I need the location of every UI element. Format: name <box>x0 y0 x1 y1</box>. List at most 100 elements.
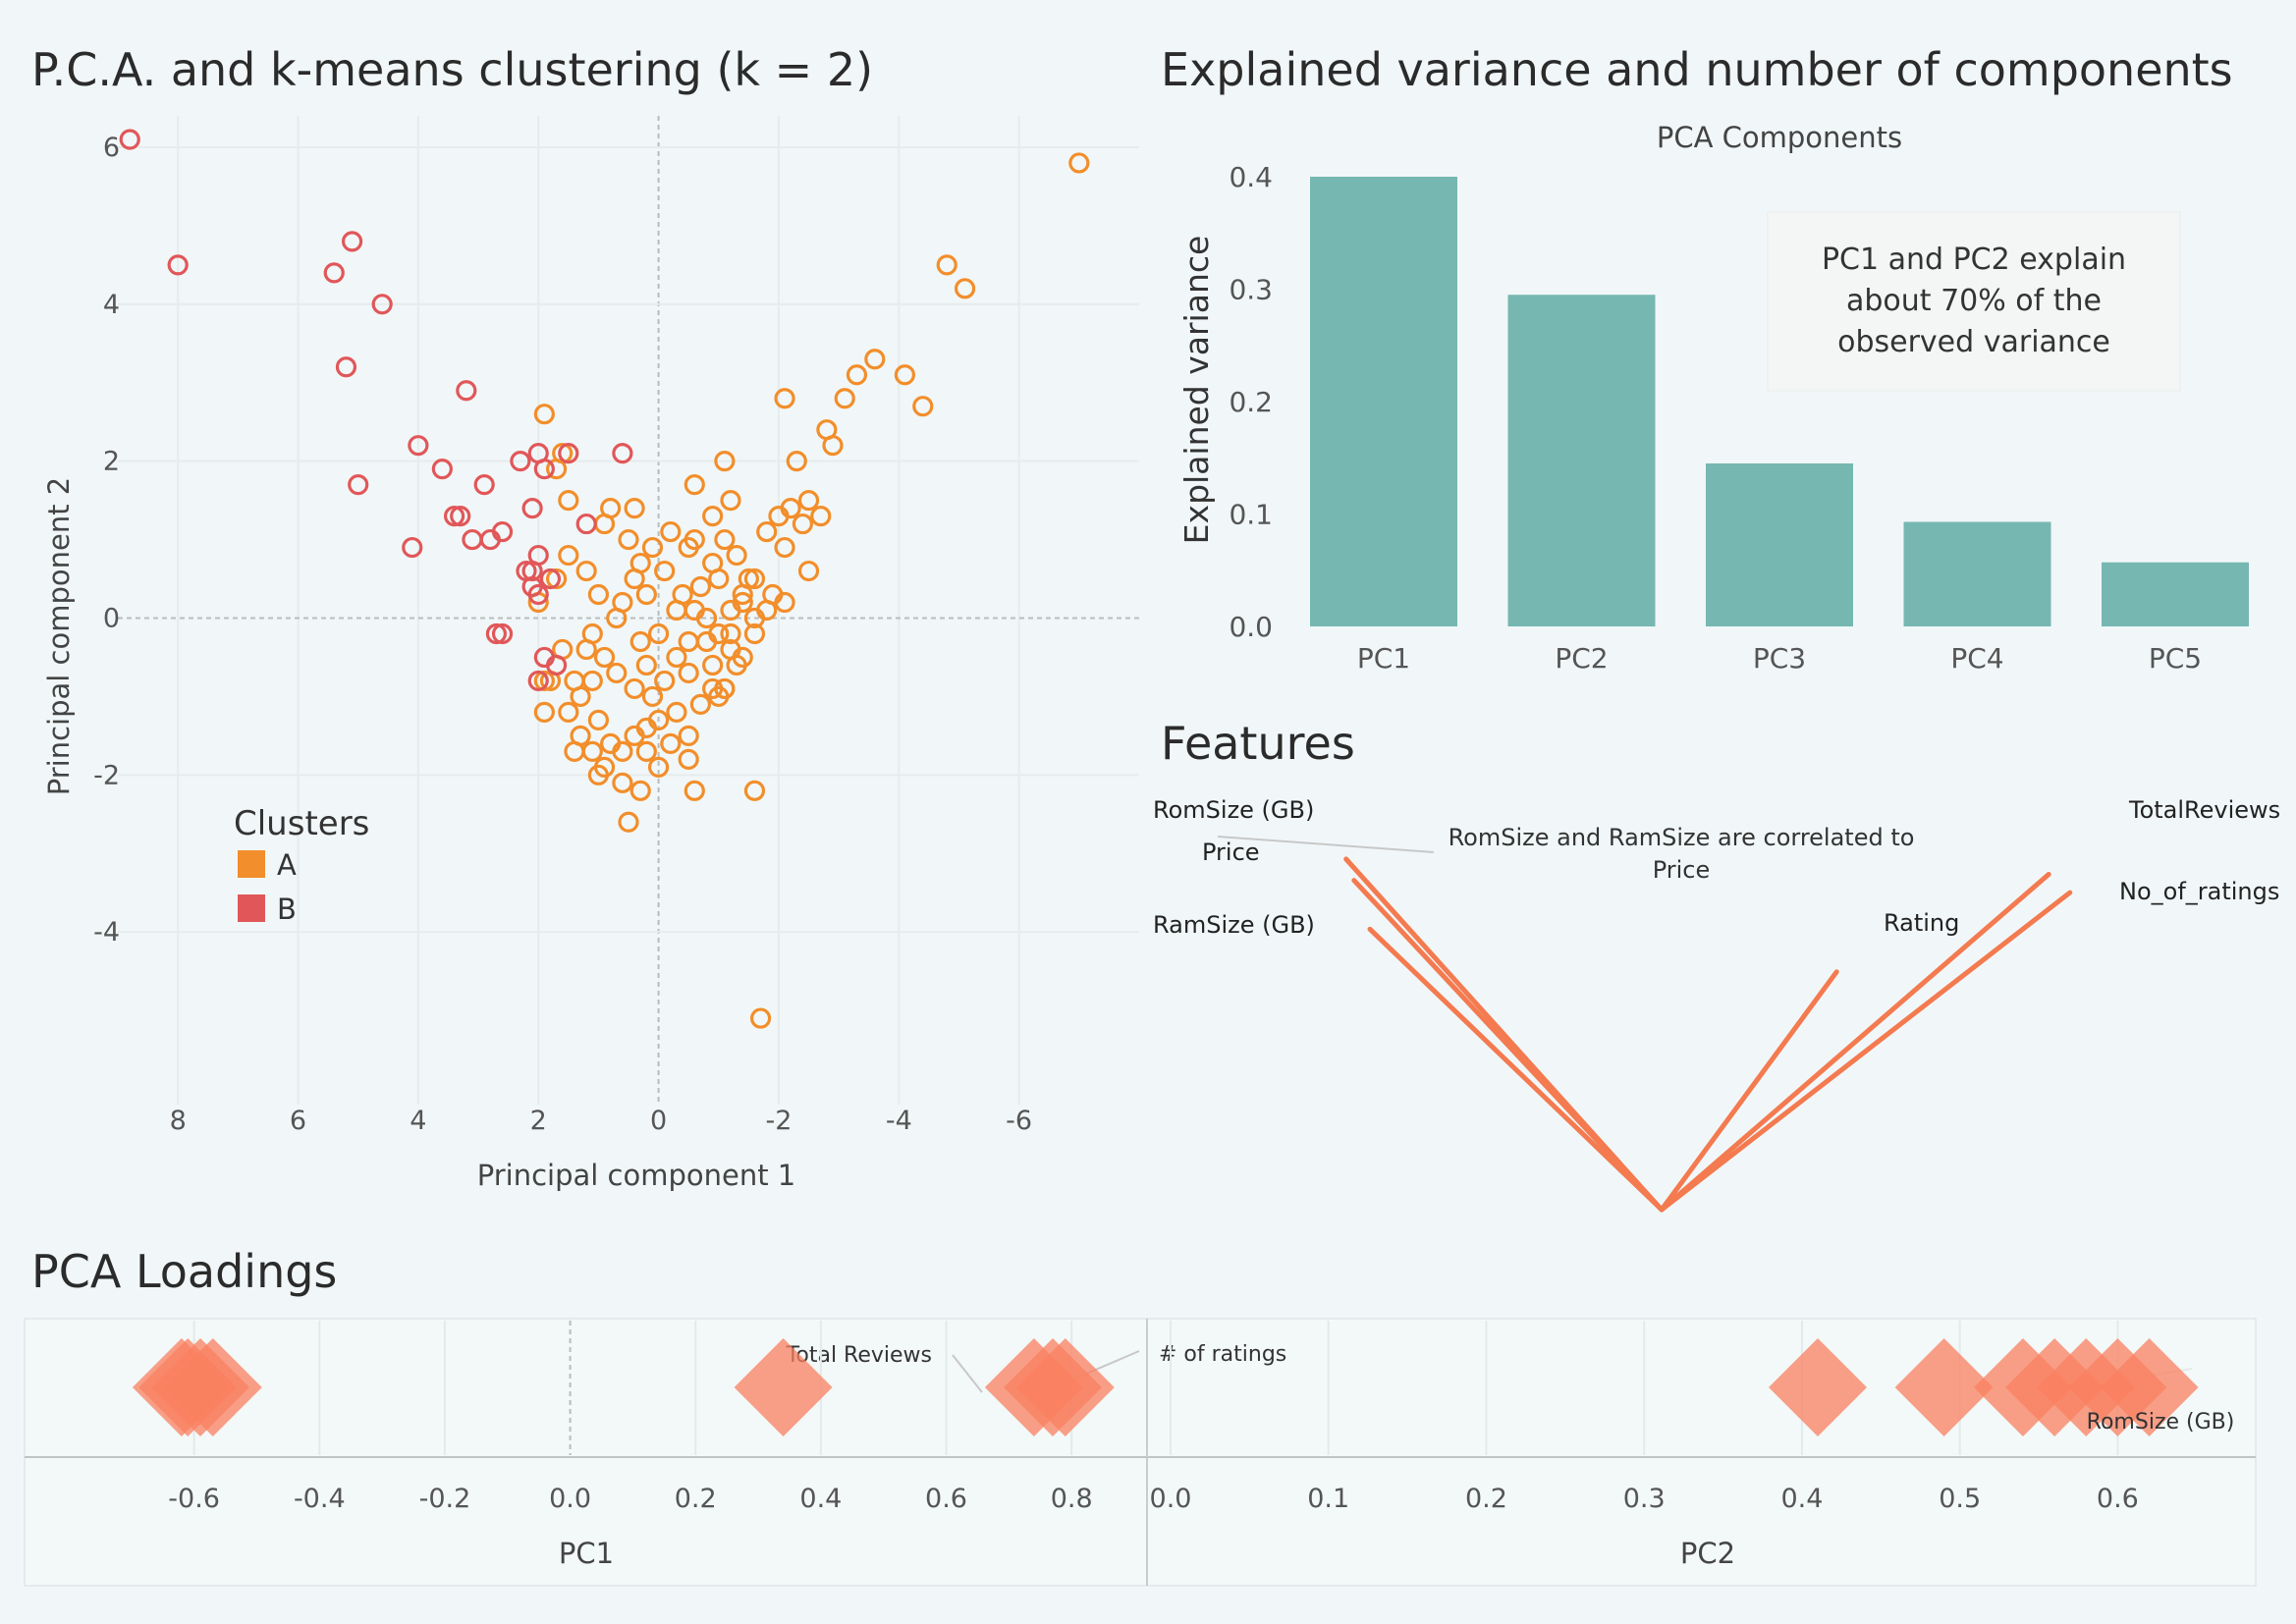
note-join: and <box>1550 824 1609 851</box>
scatter-ytick-label: 4 <box>103 290 120 320</box>
bar-ytick-label: 0.3 <box>1229 274 1273 306</box>
scatter-point <box>678 630 699 653</box>
pc1-tick-label: 0.4 <box>799 1484 842 1514</box>
pc1-tick-label: -0.6 <box>168 1484 220 1514</box>
scatter-point <box>612 772 633 793</box>
scatter-point <box>618 811 639 833</box>
pc2-tick-label: 0.1 <box>1307 1484 1349 1514</box>
features-title: Features <box>1161 717 1355 770</box>
scatter-point <box>624 725 645 746</box>
scatter-point <box>936 254 957 276</box>
feature-vector <box>1351 878 1665 1213</box>
cluster-scatter-plot: Principal component 1 Principal componen… <box>42 116 1139 1192</box>
loadings-frame <box>24 1318 2257 1587</box>
scatter-legend: Clusters A B <box>234 804 369 926</box>
scatter-point <box>1068 152 1090 174</box>
scatter-point <box>167 254 189 276</box>
scatter-ylabel: Principal component 2 <box>42 477 76 796</box>
pc2-loading-diamond <box>1894 1338 1994 1436</box>
pc2-xlabel: PC2 <box>1680 1537 1735 1570</box>
scatter-point <box>792 513 814 535</box>
bar-ytick-label: 0.2 <box>1229 386 1273 418</box>
pc2-tick-label: 0.2 <box>1465 1484 1507 1514</box>
scatter-point <box>654 670 676 692</box>
scatter-point <box>533 404 555 425</box>
note-term-ramsize: RamSize <box>1609 824 1711 851</box>
pc2-loading-diamond <box>2100 1338 2199 1436</box>
scatter-ytick-label: -2 <box>93 760 120 790</box>
scatter-point <box>587 709 610 731</box>
scatter-point <box>624 498 645 519</box>
note-tail: are correlated to <box>1710 824 1914 851</box>
scatter-point <box>726 544 747 567</box>
scatter-point <box>683 474 705 496</box>
legend-title: Clusters <box>234 804 369 843</box>
scatter-point <box>371 294 393 315</box>
scatter-point <box>774 388 795 409</box>
scatter-ytick-label: 6 <box>103 133 120 163</box>
scatter-point <box>575 513 597 535</box>
feature-vector-label: Price <box>1202 839 1260 866</box>
scatter-title: P.C.A. and k-means clustering (k = 2) <box>31 43 874 96</box>
scatter-xtick-label: -6 <box>1006 1106 1032 1136</box>
variance-bar-pc3 <box>1706 462 1853 626</box>
scatter-point <box>624 677 645 700</box>
feature-vectors-plot: RomSize and RamSize are correlated to Pr… <box>1153 796 2280 1213</box>
scatter-point <box>558 544 579 567</box>
scatter-point <box>593 646 616 669</box>
scatter-point <box>689 693 712 716</box>
scatter-point <box>714 677 736 700</box>
scatter-point <box>521 560 543 582</box>
scatter-point <box>654 560 676 582</box>
scatter-point <box>473 474 495 496</box>
pc2-loading-diamond <box>1769 1338 1868 1436</box>
pc1-tick-label: 0.8 <box>1051 1484 1093 1514</box>
scatter-point <box>612 591 633 614</box>
scatter-point <box>678 748 699 770</box>
scatter-point <box>749 1007 772 1029</box>
bar-ylabel: Explained variance <box>1177 236 1216 545</box>
legend-label-b: B <box>277 893 297 926</box>
pc2-tick-label: 0.0 <box>1150 1484 1192 1514</box>
scatter-point <box>533 459 555 480</box>
scatter-point <box>894 364 916 386</box>
bar-ytick-label: 0.0 <box>1229 611 1273 643</box>
note-term-romsize: RomSize <box>1449 824 1550 851</box>
scatter-point <box>846 364 868 386</box>
scatter-point <box>593 513 616 535</box>
scatter-point <box>756 520 778 543</box>
scatter-point <box>485 623 508 645</box>
scatter-point <box>834 388 855 409</box>
bar-ytick-label: 0.1 <box>1229 499 1273 531</box>
scatter-point <box>341 231 363 252</box>
scatter-point <box>479 528 501 551</box>
scatter-point <box>431 459 453 480</box>
bar-xtick-label: PC2 <box>1555 642 1608 675</box>
scatter-point <box>702 677 724 700</box>
scatter-point <box>629 780 651 801</box>
scatter-point <box>641 536 664 559</box>
scatter-point <box>743 568 766 590</box>
pc1-loading-diamond <box>734 1338 833 1436</box>
scatter-point <box>570 685 591 708</box>
scatter-point <box>864 349 886 370</box>
scatter-point <box>786 451 807 472</box>
scatter-point <box>527 583 549 606</box>
scatter-point <box>732 583 753 606</box>
feature-vector <box>1659 871 2051 1213</box>
scatter-point <box>714 451 736 472</box>
scatter-point <box>635 654 657 677</box>
scatter-point <box>666 646 687 669</box>
feature-vector <box>1659 969 1839 1213</box>
scatter-point <box>443 505 465 527</box>
feature-vector <box>1659 890 2073 1213</box>
scatter-point <box>708 568 730 590</box>
pc1-loading-diamond <box>1015 1338 1115 1436</box>
scatter-point <box>533 670 555 692</box>
variance-bar-chart: PCA Components Explained variance 0.0 0.1… <box>1177 121 2249 675</box>
label-leader-total-reviews <box>952 1354 983 1393</box>
scatter-point <box>678 662 699 684</box>
scatter-point <box>323 262 345 284</box>
pc1-tick-label: 0.2 <box>675 1484 717 1514</box>
